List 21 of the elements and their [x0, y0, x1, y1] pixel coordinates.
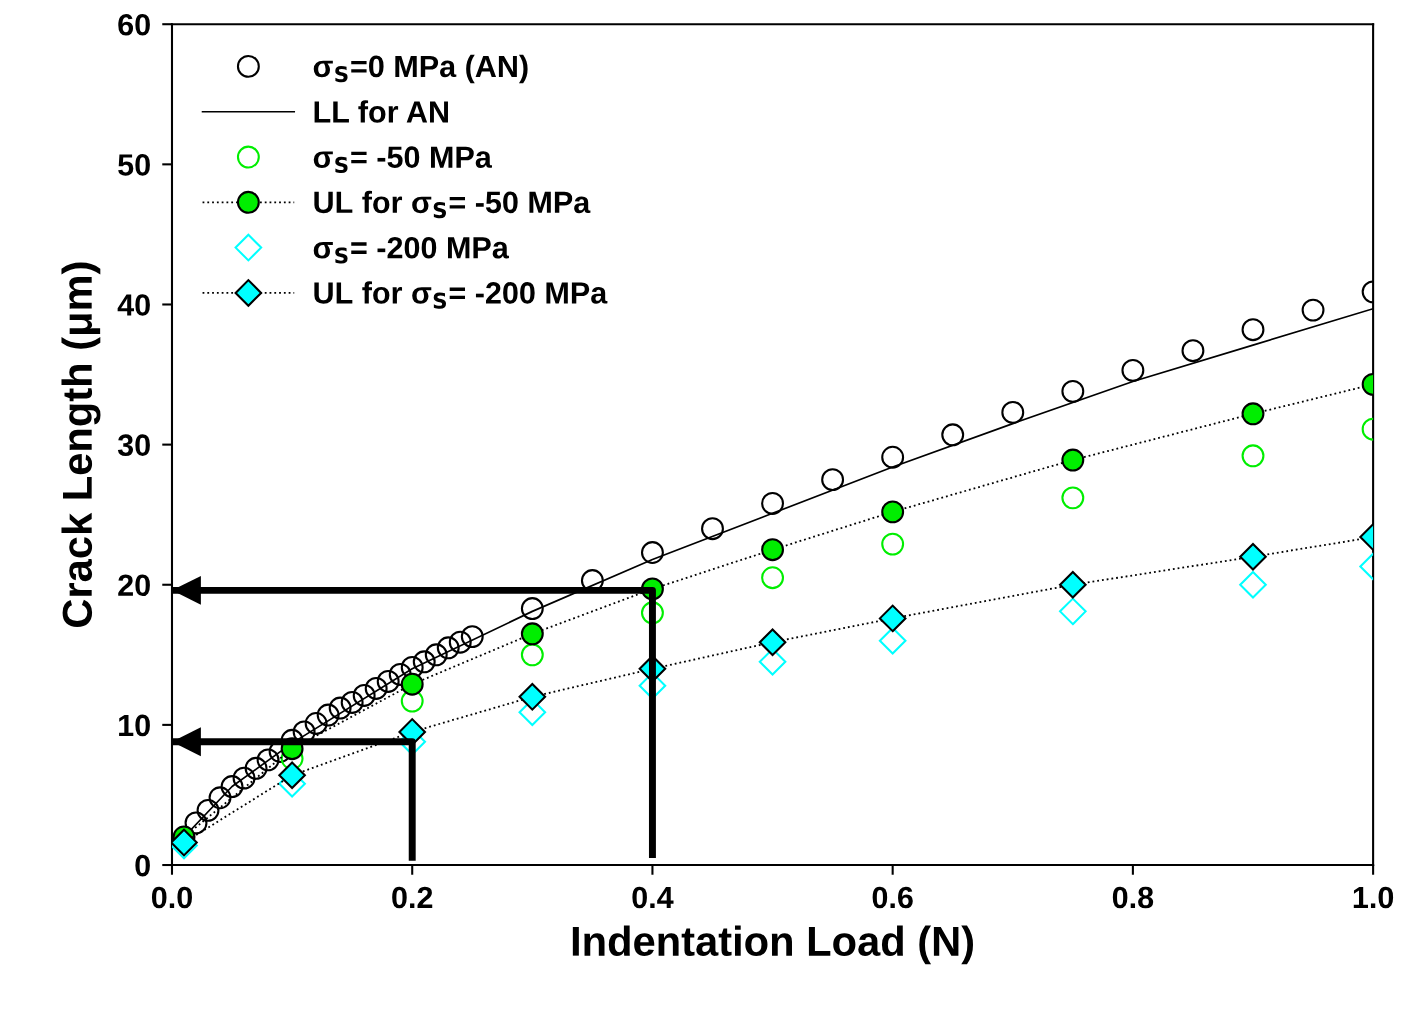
y-tick-label: 0	[135, 854, 150, 877]
legend-label: UL for σ$_{S}$= -50 MPa	[314, 190, 591, 219]
legend-label: σ$_{S}$= -200 MPa	[313, 236, 509, 264]
y-tick-label: 20	[118, 574, 150, 597]
y-tick-label: 40	[117, 294, 150, 316]
x-tick-label: 0.0	[151, 886, 192, 909]
y-tick-label: 60	[118, 13, 150, 36]
x-tick-label: 0.4	[632, 886, 674, 909]
legend-label: σ$_{S}$=0 MPa (AN)	[313, 54, 528, 84]
legend-label: σ$_{S}$= -50 MPa	[313, 146, 492, 173]
y-tick-label: 30	[117, 434, 150, 457]
y-tick-label: 10	[119, 714, 150, 737]
legend-label: LL for AN	[314, 100, 448, 123]
x-tick-label: 1.0	[1353, 886, 1394, 909]
x-tick-label: 0.8	[1112, 886, 1154, 909]
x-tick-label: 0.2	[392, 886, 433, 909]
y-axis-title: Crack Length (μm)	[61, 262, 101, 627]
x-axis-title: Indentation Load (N)	[572, 925, 974, 965]
y-tick-label: 50	[118, 154, 150, 176]
x-tick-label: 0.6	[872, 886, 913, 909]
legend-label: UL for σ$_{S}$= -200 MPa	[314, 281, 608, 309]
